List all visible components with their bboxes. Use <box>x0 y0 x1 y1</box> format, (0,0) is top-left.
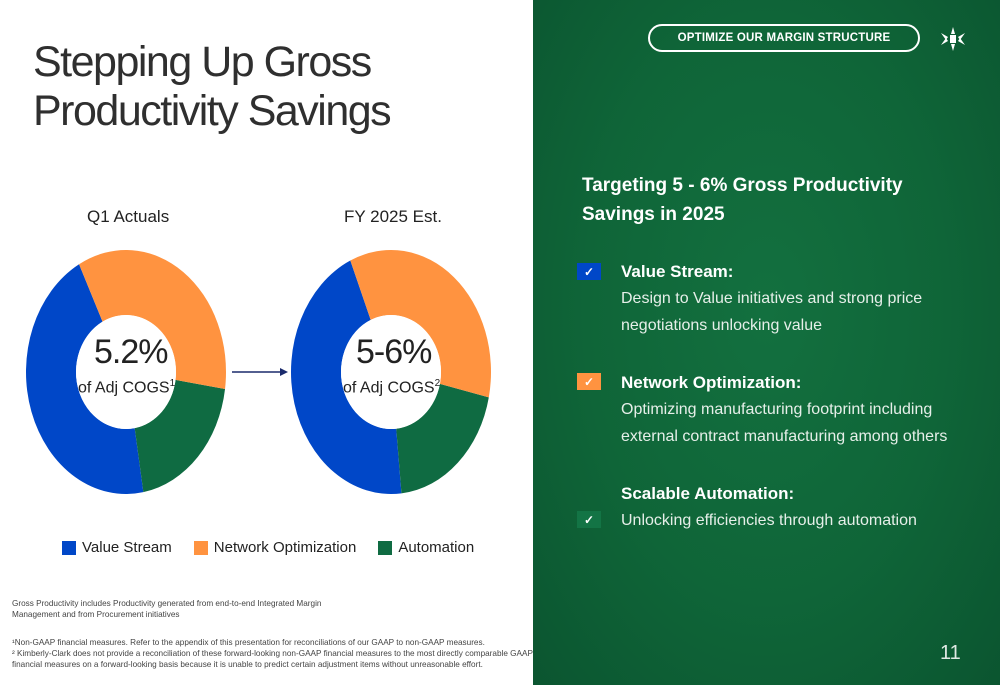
footnote-gross-productivity-line2: Management and from Procurement initiati… <box>12 610 180 619</box>
chart1-title: Q1 Actuals <box>87 207 170 226</box>
chart2-center-label: of Adj COGS2 <box>343 378 440 397</box>
chart2-slice-automation <box>396 383 489 494</box>
chart1-center-label: of Adj COGS1 <box>78 378 175 397</box>
legend-item-network-optimization: Network Optimization <box>193 539 357 556</box>
slide-title-line1: Stepping Up Gross <box>33 38 372 86</box>
legend-label-value-stream: Value Stream <box>82 539 172 556</box>
item-desc-value-stream: Design to Value initiatives and strong p… <box>621 290 923 334</box>
footnote-2-line1: ² Kimberly-Clark does not provide a reco… <box>12 649 533 658</box>
item-title-value-stream: Value Stream: <box>621 262 734 281</box>
item-desc-scalable-automation: Unlocking efficiencies through automatio… <box>621 512 917 529</box>
chart1-center-label-text: of Adj COGS <box>78 379 170 397</box>
chart1-footnote-marker: 1 <box>169 378 176 389</box>
item-title-scalable-automation: Scalable Automation: <box>621 484 795 503</box>
kimberly-clark-logo-icon <box>941 27 965 51</box>
slide-title: Stepping Up Gross Productivity Savings <box>33 38 392 136</box>
chart1-slice-automation <box>134 379 226 493</box>
chart2-footnote-marker: 2 <box>434 378 441 389</box>
legend-item-automation: Automation <box>378 539 474 556</box>
footnote-gross-productivity: Gross Productivity includes Productivity… <box>12 598 321 620</box>
legend-item-value-stream: Value Stream <box>62 539 172 556</box>
section-pill: OPTIMIZE OUR MARGIN STRUCTURE <box>648 24 920 52</box>
item-desc-network-optimization: Optimizing manufacturing footprint inclu… <box>621 401 948 445</box>
slide-title-line2: Productivity Savings <box>33 87 392 135</box>
check-icon-network-optimization: ✓ <box>577 373 601 390</box>
chart1-center-value: 5.2% <box>94 333 168 371</box>
legend-label-network-optimization: Network Optimization <box>213 539 357 556</box>
chart2-donut-hole <box>341 315 441 429</box>
legend-label-automation: Automation <box>398 539 475 556</box>
item-title-network-optimization: Network Optimization: <box>621 373 802 392</box>
legend-swatch-value-stream <box>62 540 76 555</box>
check-icon-scalable-automation: ✓ <box>577 511 601 528</box>
right-green-panel <box>533 0 1000 685</box>
chart2-center-label-text: of Adj COGS <box>343 379 435 397</box>
chart2-center-value: 5-6% <box>356 333 432 371</box>
chart1-slice-network-optimization <box>79 250 226 389</box>
footnote-1: ¹Non-GAAP financial measures. Refer to t… <box>12 638 485 647</box>
footnote-2-line2: financial measures on a forward-looking … <box>12 660 483 669</box>
chart2-slice-value-stream <box>290 260 402 494</box>
check-icon-value-stream: ✓ <box>577 263 601 280</box>
chart2-slice-network-optimization <box>350 250 492 398</box>
legend-swatch-automation <box>378 540 393 555</box>
chart1-slice-value-stream <box>25 264 144 494</box>
chart2-title: FY 2025 Est. <box>344 207 442 226</box>
chart-legend: Value Stream Network Optimization Automa… <box>62 539 496 556</box>
page-number: 11 <box>940 642 961 664</box>
legend-swatch-network-optimization <box>193 540 208 555</box>
arrow-head-icon <box>280 368 288 376</box>
panel-heading: Targeting 5 - 6% Gross Productivity Savi… <box>582 175 903 225</box>
donut-charts <box>25 250 492 494</box>
footnote-non-gaap: ¹Non-GAAP financial measures. Refer to t… <box>12 637 533 670</box>
chart1-donut-hole <box>76 315 176 429</box>
footnote-gross-productivity-line1: Gross Productivity includes Productivity… <box>12 599 322 608</box>
left-content-area: Stepping Up Gross Productivity Savings Q… <box>12 38 533 670</box>
